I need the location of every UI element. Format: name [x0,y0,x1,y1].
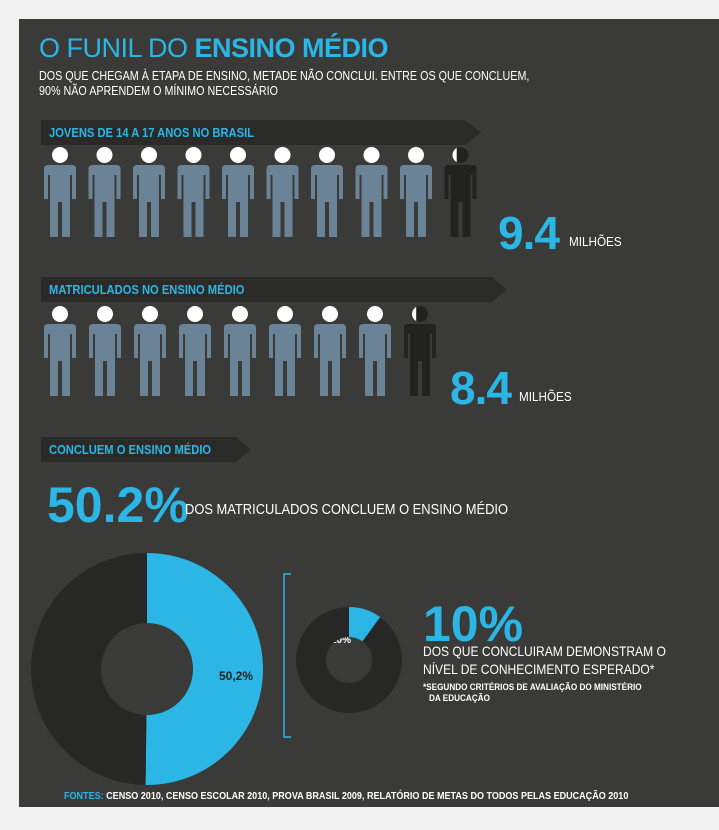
person-figure [179,306,211,396]
person-figure [44,147,76,237]
sources-text: CENSO 2010, CENSO ESCOLAR 2010, PROVA BR… [103,790,629,802]
large-donut-remaining-slice [31,553,147,785]
person-figure [88,147,121,237]
knowledge-description-line-2: NÍVEL DE CONHECIMENTO ESPERADO* [423,661,655,677]
enrolled-pictogram [44,306,436,396]
youth-unit: MILHÕES [569,234,622,249]
youth-value: 9.4 [498,207,560,259]
small-donut-highlight-slice [349,607,381,642]
person-figure [222,147,254,237]
person-figure [266,147,299,237]
youth-banner: JOVENS DE 14 A 17 ANOS NO BRASIL [41,120,481,145]
knowledge-value: 10% [423,596,524,652]
person-figure [89,306,121,396]
title-light: O FUNIL DO [39,33,195,63]
title-bold: ENSINO MÉDIO [194,33,389,63]
completion-value: 50.2% [47,477,189,533]
footnote-line-2: DA EDUCAÇÃO [429,693,490,704]
person-figure [44,306,76,396]
person-figure [311,147,343,237]
youth-label: JOVENS DE 14 A 17 ANOS NO BRASIL [49,125,255,140]
enrolled-unit: MILHÕES [519,389,572,404]
person-figure [134,306,166,396]
sources-footer: FONTES: CENSO 2010, CENSO ESCOLAR 2010, … [64,790,628,802]
enrolled-label: MATRICULADOS NO ENSINO MÉDIO [49,282,245,297]
person-figure [359,306,391,396]
donut-charts: 50,2% 10% [31,553,402,785]
large-donut-slice-label: 50,2% [219,669,253,683]
partial-person-figure [444,147,477,237]
complete-label: CONCLUEM O ENSINO MÉDIO [49,442,212,457]
small-donut-remaining-slice [295,607,402,713]
enrolled-value: 8.4 [450,362,512,414]
person-figure [224,306,256,396]
person-figure [355,147,388,237]
knowledge-description-line-1: DOS QUE CONCLUIRAM DEMONSTRAM O [423,643,666,659]
large-donut-highlight-slice [145,553,264,785]
partial-person-figure [404,306,436,396]
person-figure [133,147,165,237]
infographic-panel: O FUNIL DO ENSINO MÉDIO DOS QUE CHEGAM À… [19,19,719,807]
complete-banner: CONCLUEM O ENSINO MÉDIO [41,437,251,462]
person-figure [177,147,210,237]
youth-pictogram [44,147,477,237]
person-figure [269,306,301,396]
footnote-line-1: *SEGUNDO CRITÉRIOS DE AVALIAÇÃO DO MINIS… [423,682,642,693]
page-title: O FUNIL DO ENSINO MÉDIO [39,33,389,64]
sources-label: FONTES: [64,790,104,802]
person-figure [400,147,432,237]
enrolled-banner: MATRICULADOS NO ENSINO MÉDIO [41,277,507,302]
subtitle-line-2: 90% NÃO APRENDEM O MÍNIMO NECESSÁRIO [39,84,278,98]
completion-description: DOS MATRICULADOS CONCLUEM O ENSINO MÉDIO [185,501,509,518]
bracket-connector [283,573,291,738]
subtitle-line-1: DOS QUE CHEGAM À ETAPA DE ENSINO, METADE… [39,69,530,83]
small-donut-slice-label: 10% [331,635,351,646]
person-figure [314,306,346,396]
